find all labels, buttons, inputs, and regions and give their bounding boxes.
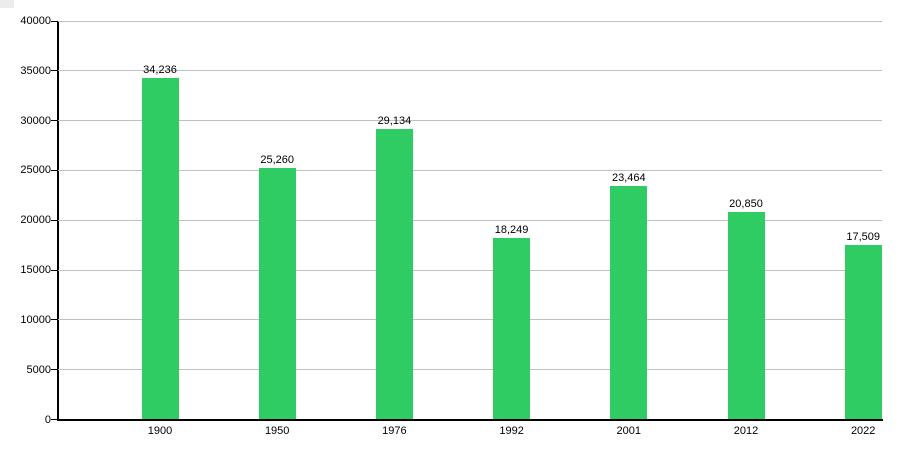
y-axis-tick bbox=[51, 20, 58, 22]
bar-value-label: 25,260 bbox=[260, 153, 295, 166]
gridline bbox=[58, 369, 882, 371]
y-tick-label: 20000 bbox=[20, 214, 51, 227]
bar bbox=[610, 185, 648, 420]
bar bbox=[258, 167, 296, 420]
x-tick-label: 2012 bbox=[733, 425, 759, 437]
y-tick-label: 5000 bbox=[26, 363, 51, 376]
y-axis-tick bbox=[51, 70, 58, 72]
y-axis-tick bbox=[51, 269, 58, 271]
x-tick-label: 1976 bbox=[382, 425, 407, 437]
bar bbox=[844, 245, 882, 420]
y-axis-tick bbox=[51, 169, 58, 171]
bar bbox=[493, 237, 531, 420]
y-axis-tick bbox=[51, 219, 58, 221]
x-tick-label: 1992 bbox=[499, 425, 524, 437]
bar-value-label: 29,134 bbox=[377, 115, 412, 128]
bar bbox=[727, 211, 765, 420]
y-axis-tick bbox=[51, 319, 58, 321]
y-tick-label: 0 bbox=[44, 413, 51, 426]
x-tick-label: 2022 bbox=[850, 425, 876, 437]
bar-value-label: 20,850 bbox=[729, 197, 763, 210]
bar bbox=[141, 78, 179, 420]
gridline bbox=[58, 20, 882, 22]
x-tick-label: 1950 bbox=[264, 425, 290, 437]
gridline bbox=[58, 219, 882, 221]
bar-value-label: 18,249 bbox=[494, 223, 529, 236]
y-tick-label: 10000 bbox=[20, 313, 51, 326]
screen-corner-artifact bbox=[0, 0, 14, 8]
gridline bbox=[58, 269, 882, 271]
gridline bbox=[58, 70, 882, 72]
y-tick-label: 25000 bbox=[20, 164, 51, 177]
y-tick-label: 40000 bbox=[20, 15, 51, 27]
bar bbox=[375, 129, 413, 420]
y-tick-label: 30000 bbox=[20, 114, 51, 127]
bar-value-label: 17,509 bbox=[846, 231, 881, 244]
y-axis-tick bbox=[51, 120, 58, 122]
y-axis-tick bbox=[51, 419, 58, 420]
bar-value-label: 34,236 bbox=[143, 64, 177, 77]
gridline bbox=[58, 319, 882, 321]
bar-value-label: 23,464 bbox=[611, 171, 646, 184]
x-tick-label: 1900 bbox=[147, 425, 173, 437]
x-tick-label: 2001 bbox=[616, 425, 642, 437]
gridline bbox=[58, 120, 882, 122]
gridline bbox=[58, 169, 882, 171]
y-tick-label: 35000 bbox=[20, 64, 51, 77]
x-axis-line bbox=[57, 419, 883, 421]
y-axis-tick bbox=[51, 369, 58, 371]
y-tick-label: 15000 bbox=[20, 264, 51, 277]
